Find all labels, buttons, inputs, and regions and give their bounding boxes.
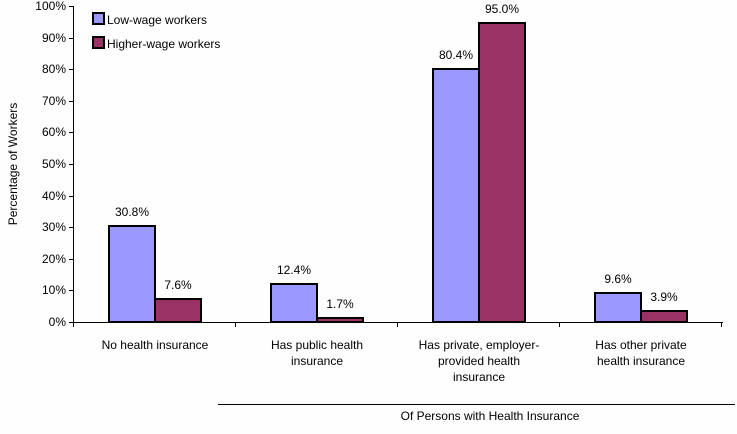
legend-item-higher-wage: Higher-wage workers <box>92 36 220 51</box>
category-label: Has public health insurance <box>270 338 364 368</box>
bar-higher-wage <box>640 310 688 323</box>
x-tick-mark <box>559 322 560 327</box>
y-tick-label: 10% <box>41 283 66 298</box>
y-tick-mark <box>69 38 74 39</box>
x-tick-mark <box>73 322 74 327</box>
y-tick-mark <box>69 259 74 260</box>
legend-label: Low-wage workers <box>107 13 208 27</box>
y-tick-label: 100% <box>35 0 66 13</box>
legend-item-low-wage: Low-wage workers <box>92 12 207 27</box>
y-tick-mark <box>69 69 74 70</box>
data-label: 95.0% <box>484 2 520 16</box>
group-bracket-line <box>218 404 735 405</box>
bar-low-wage <box>108 225 156 323</box>
bar-low-wage <box>432 68 480 323</box>
y-tick-label: 50% <box>41 157 66 171</box>
legend-swatch-low-wage <box>92 12 105 25</box>
y-tick-label: 60% <box>41 125 66 140</box>
y-axis-ticks: 0% 10% 20% 30% 40% 50% 60% 70% 80% 90% 100% <box>16 0 66 340</box>
bar-low-wage <box>594 292 642 323</box>
y-tick-label: 40% <box>41 188 66 203</box>
y-tick-mark <box>69 101 74 102</box>
y-tick-label: 20% <box>41 251 66 266</box>
y-tick-mark <box>69 132 74 133</box>
y-tick-mark <box>69 322 74 323</box>
y-tick-mark <box>69 164 74 165</box>
x-tick-mark <box>235 322 236 327</box>
x-tick-mark <box>397 322 398 327</box>
bar-low-wage <box>270 283 318 323</box>
data-label: 1.7% <box>326 297 354 311</box>
x-tick-mark <box>721 322 722 327</box>
y-tick-mark <box>69 196 74 197</box>
y-tick-label: 70% <box>41 93 66 108</box>
legend-swatch-higher-wage <box>92 36 105 49</box>
category-label: Has private, employer-provided health ins… <box>418 338 540 384</box>
category-label: Has other private health insurance <box>595 338 687 368</box>
data-label: 9.6% <box>604 272 632 286</box>
bar-higher-wage <box>154 298 202 323</box>
legend-label: Higher-wage workers <box>107 37 221 51</box>
bar-higher-wage <box>316 317 364 323</box>
data-label: 3.9% <box>650 290 678 304</box>
y-tick-label: 90% <box>41 30 66 45</box>
y-tick-mark <box>69 6 74 7</box>
data-label: 7.6% <box>164 278 192 292</box>
bar-higher-wage <box>478 22 526 323</box>
data-label: 12.4% <box>276 263 312 277</box>
category-label: No health insurance <box>101 338 209 352</box>
y-tick-mark <box>69 290 74 291</box>
y-tick-mark <box>69 227 74 228</box>
y-tick-label: 30% <box>41 220 66 235</box>
data-label: 30.8% <box>114 205 150 219</box>
group-annotation: Of Persons with Health Insurance <box>400 409 580 423</box>
data-label: 80.4% <box>438 48 474 62</box>
y-tick-label: 0% <box>48 315 66 329</box>
x-axis-line <box>73 322 723 323</box>
y-tick-label: 80% <box>41 62 66 77</box>
